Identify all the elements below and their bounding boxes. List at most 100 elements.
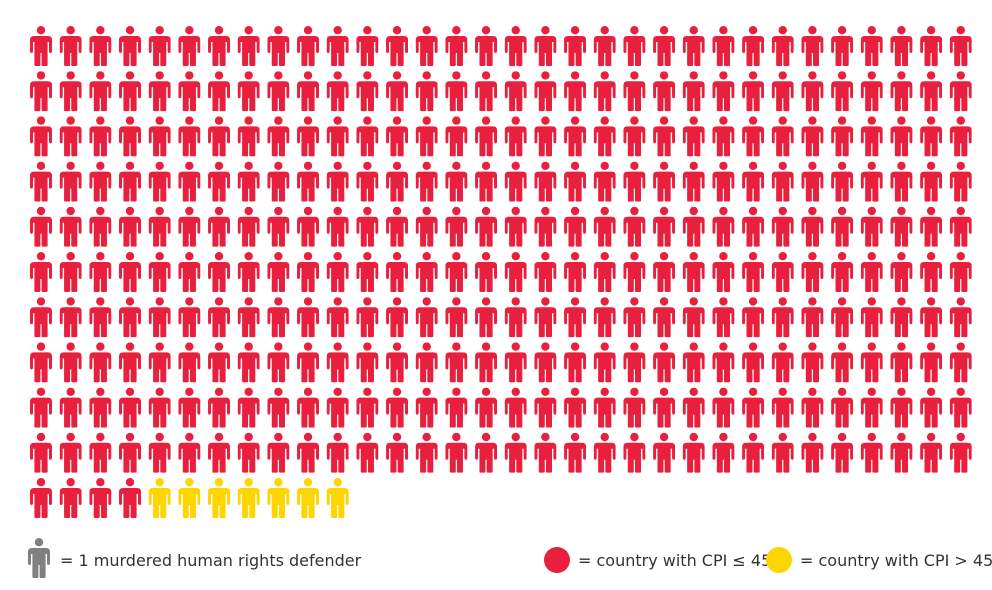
person-icon-cpi-low xyxy=(712,252,735,292)
person-icon-cpi-low xyxy=(326,342,349,383)
person-icon-cpi-low xyxy=(623,387,646,428)
person-icon-cpi-low xyxy=(771,206,794,247)
person-icon-cpi-low xyxy=(119,116,142,157)
person-icon-cpi-low xyxy=(534,116,557,157)
person-icon-cpi-low xyxy=(742,387,765,428)
person-icon-cpi-low xyxy=(920,161,943,202)
person-icon-cpi-low xyxy=(534,387,557,428)
person-icon-cpi-low xyxy=(356,342,379,383)
person-icon-cpi-low xyxy=(237,387,260,428)
person-icon-cpi-low xyxy=(534,71,557,112)
person-icon xyxy=(28,538,50,582)
person-icon-cpi-low xyxy=(682,297,705,338)
icon-grid xyxy=(30,26,972,518)
person-icon-cpi-low xyxy=(59,297,82,338)
person-icon-cpi-low xyxy=(949,26,972,66)
person-icon-cpi-low xyxy=(89,252,112,292)
yellow-dot-icon xyxy=(766,547,792,573)
person-icon-cpi-low xyxy=(949,342,972,383)
person-icon-cpi-low xyxy=(742,252,765,292)
person-icon-cpi-low xyxy=(30,297,52,338)
person-icon-cpi-low xyxy=(504,252,527,292)
person-icon-cpi-low xyxy=(564,161,587,202)
person-icon-cpi-low xyxy=(178,71,201,112)
person-icon-cpi-low xyxy=(89,206,112,247)
person-icon-cpi-low xyxy=(297,71,320,112)
person-icon-cpi-low xyxy=(89,71,112,112)
person-icon-cpi-low xyxy=(771,161,794,202)
person-icon-cpi-low xyxy=(386,432,409,473)
person-icon-cpi-low xyxy=(356,252,379,292)
person-icon-cpi-low xyxy=(682,26,705,66)
person-icon-cpi-low xyxy=(920,206,943,247)
person-icon-cpi-low xyxy=(237,116,260,157)
person-icon-cpi-low xyxy=(208,206,231,247)
person-icon-cpi-low xyxy=(356,26,379,66)
person-icon-cpi-low xyxy=(415,71,438,112)
person-icon-cpi-low xyxy=(504,116,527,157)
person-icon-cpi-low xyxy=(890,342,913,383)
person-icon-cpi-low xyxy=(59,387,82,428)
person-icon-cpi-low xyxy=(771,71,794,112)
red-dot-icon xyxy=(544,547,570,573)
person-icon-cpi-low xyxy=(593,116,616,157)
person-icon-cpi-low xyxy=(682,71,705,112)
person-icon-cpi-low xyxy=(208,297,231,338)
person-icon-cpi-low xyxy=(653,206,676,247)
person-icon-cpi-low xyxy=(208,161,231,202)
person-icon-cpi-low xyxy=(623,297,646,338)
person-icon-cpi-low xyxy=(178,297,201,338)
person-icon-cpi-low xyxy=(208,116,231,157)
person-icon-cpi-low xyxy=(326,71,349,112)
person-icon-cpi-low xyxy=(593,161,616,202)
person-icon-cpi-low xyxy=(742,161,765,202)
person-icon-cpi-low xyxy=(326,206,349,247)
person-icon-cpi-low xyxy=(771,26,794,66)
person-icon-cpi-low xyxy=(208,387,231,428)
person-icon-cpi-low xyxy=(890,71,913,112)
person-icon-cpi-low xyxy=(386,387,409,428)
person-icon-cpi-low xyxy=(742,116,765,157)
person-icon-cpi-low xyxy=(682,206,705,247)
person-icon-cpi-low xyxy=(415,297,438,338)
person-icon-cpi-low xyxy=(59,342,82,383)
person-icon-cpi-low xyxy=(415,116,438,157)
person-icon-cpi-low xyxy=(860,206,883,247)
person-icon-cpi-low xyxy=(801,71,824,112)
person-icon-cpi-low xyxy=(386,161,409,202)
person-icon-cpi-low xyxy=(742,342,765,383)
person-icon-cpi-low xyxy=(949,252,972,292)
person-icon-cpi-high xyxy=(208,478,231,518)
person-icon-cpi-low xyxy=(682,342,705,383)
person-icon-cpi-low xyxy=(920,432,943,473)
person-icon-cpi-low xyxy=(208,26,231,66)
person-icon-cpi-low xyxy=(860,297,883,338)
person-icon-cpi-low xyxy=(504,26,527,66)
person-icon-cpi-low xyxy=(831,387,854,428)
person-icon-cpi-low xyxy=(653,297,676,338)
person-icon-cpi-low xyxy=(119,206,142,247)
person-icon-cpi-low xyxy=(475,116,498,157)
person-icon-cpi-low xyxy=(801,297,824,338)
person-icon-cpi-low xyxy=(326,161,349,202)
person-icon-cpi-low xyxy=(445,116,468,157)
person-icon-cpi-low xyxy=(712,26,735,66)
person-icon-cpi-low xyxy=(30,252,52,292)
person-icon-cpi-low xyxy=(475,71,498,112)
person-icon-cpi-low xyxy=(475,342,498,383)
person-icon-cpi-low xyxy=(326,26,349,66)
person-icon-cpi-low xyxy=(356,387,379,428)
person-icon-cpi-low xyxy=(712,432,735,473)
person-icon-cpi-low xyxy=(831,26,854,66)
person-icon-cpi-low xyxy=(237,206,260,247)
person-icon-cpi-low xyxy=(564,26,587,66)
person-icon-cpi-low xyxy=(237,432,260,473)
person-icon-cpi-low xyxy=(504,387,527,428)
person-icon-cpi-low xyxy=(890,161,913,202)
person-icon-cpi-low xyxy=(267,71,290,112)
person-icon-cpi-low xyxy=(534,252,557,292)
person-icon-cpi-low xyxy=(860,342,883,383)
person-icon-cpi-low xyxy=(148,297,171,338)
person-icon-cpi-low xyxy=(712,71,735,112)
person-icon-cpi-low xyxy=(89,342,112,383)
